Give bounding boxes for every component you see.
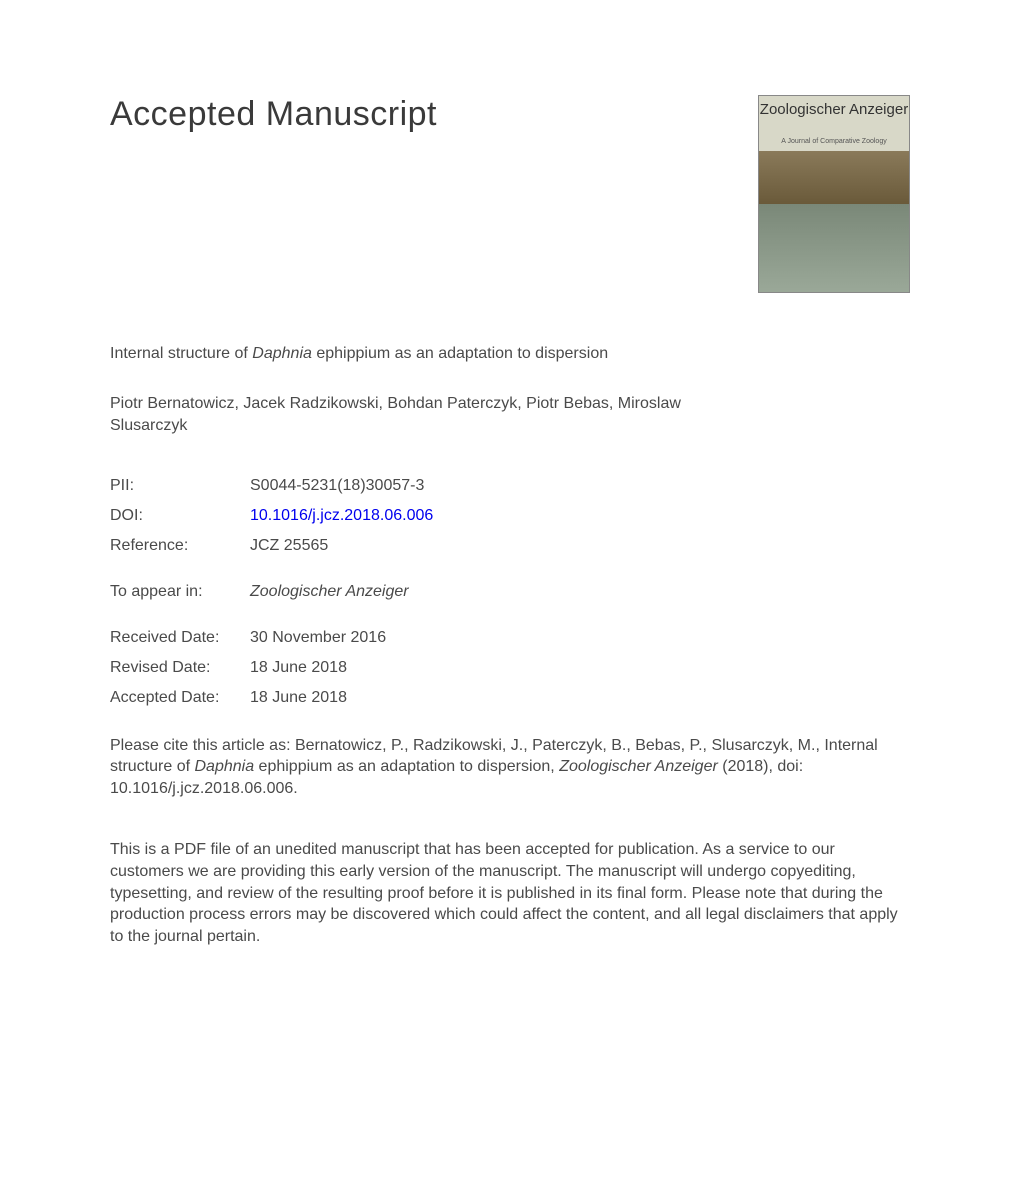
meta-value-received: 30 November 2016 (250, 629, 386, 647)
journal-cover-image: Zoologischer Anzeiger A Journal of Compa… (758, 95, 910, 293)
journal-cover-title: Zoologischer Anzeiger (759, 102, 909, 119)
meta-label-accepted: Accepted Date: (110, 689, 250, 707)
meta-row-doi: DOI: 10.1016/j.jcz.2018.06.006 (110, 507, 910, 525)
article-title: Internal structure of Daphnia ephippium … (110, 343, 910, 365)
meta-label-toappear: To appear in: (110, 583, 250, 601)
meta-row-accepted: Accepted Date: 18 June 2018 (110, 689, 910, 707)
article-title-suffix: ephippium as an adaptation to dispersion (312, 345, 608, 362)
disclaimer-text: This is a PDF file of an unedited manusc… (110, 839, 910, 947)
meta-row-reference: Reference: JCZ 25565 (110, 537, 910, 555)
metadata-block-3: Received Date: 30 November 2016 Revised … (110, 629, 910, 707)
meta-value-pii: S0044-5231(18)30057-3 (250, 477, 424, 495)
meta-value-toappear: Zoologischer Anzeiger (250, 583, 409, 601)
metadata-block-2: To appear in: Zoologischer Anzeiger (110, 583, 910, 601)
meta-row-pii: PII: S0044-5231(18)30057-3 (110, 477, 910, 495)
meta-row-toappear: To appear in: Zoologischer Anzeiger (110, 583, 910, 601)
meta-value-reference: JCZ 25565 (250, 537, 328, 555)
meta-value-revised: 18 June 2018 (250, 659, 347, 677)
meta-label-received: Received Date: (110, 629, 250, 647)
article-title-italic: Daphnia (252, 345, 312, 362)
journal-cover-subtitle: A Journal of Comparative Zoology (759, 138, 909, 145)
citation-italic-1: Daphnia (194, 758, 254, 775)
citation-italic-2: Zoologischer Anzeiger (559, 758, 718, 775)
meta-value-accepted: 18 June 2018 (250, 689, 347, 707)
article-title-prefix: Internal structure of (110, 345, 252, 362)
meta-label-doi: DOI: (110, 507, 250, 525)
meta-label-pii: PII: (110, 477, 250, 495)
authors: Piotr Bernatowicz, Jacek Radzikowski, Bo… (110, 393, 750, 436)
citation-text: Please cite this article as: Bernatowicz… (110, 735, 910, 800)
meta-label-reference: Reference: (110, 537, 250, 555)
metadata-block-1: PII: S0044-5231(18)30057-3 DOI: 10.1016/… (110, 477, 910, 555)
page-heading: Accepted Manuscript (110, 95, 437, 134)
citation-mid: ephippium as an adaptation to dispersion… (254, 758, 559, 775)
meta-value-doi[interactable]: 10.1016/j.jcz.2018.06.006 (250, 507, 433, 525)
meta-row-revised: Revised Date: 18 June 2018 (110, 659, 910, 677)
meta-label-revised: Revised Date: (110, 659, 250, 677)
meta-row-received: Received Date: 30 November 2016 (110, 629, 910, 647)
header-row: Accepted Manuscript Zoologischer Anzeige… (110, 95, 910, 293)
